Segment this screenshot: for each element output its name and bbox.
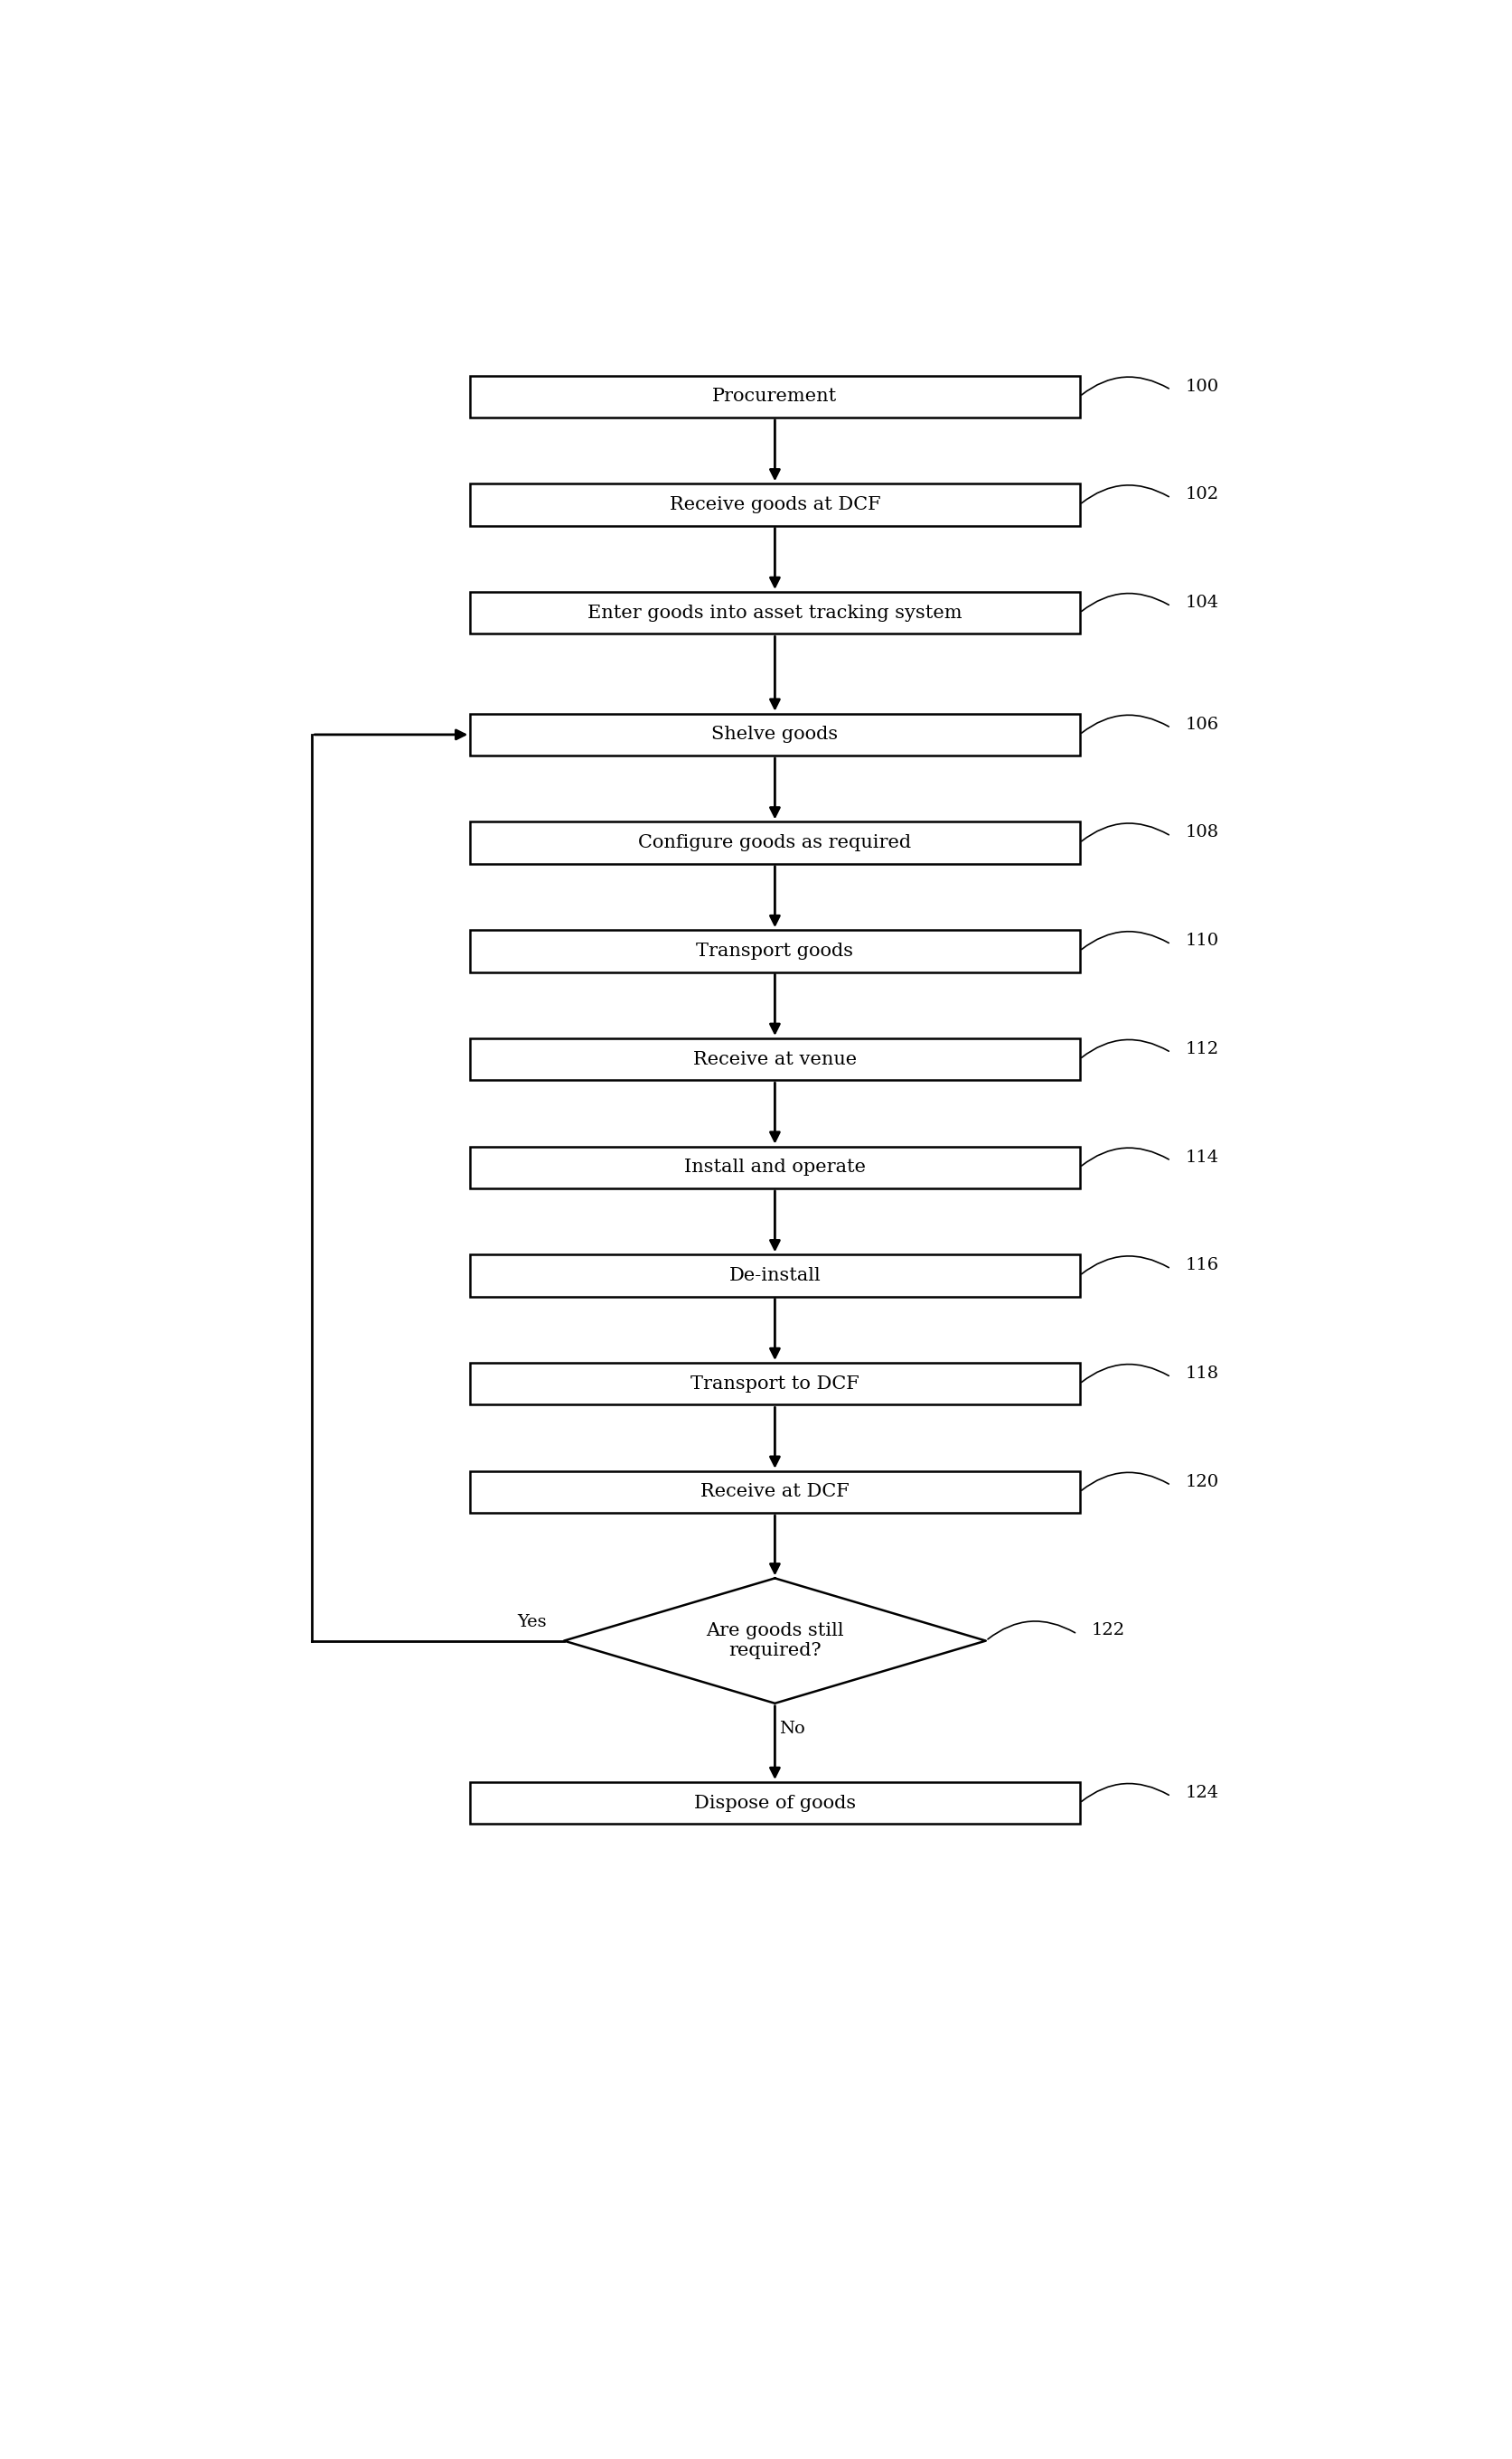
Text: 124: 124 <box>1185 1785 1219 1800</box>
Text: Are goods still
required?: Are goods still required? <box>706 1623 844 1660</box>
Text: Shelve goods: Shelve goods <box>712 725 838 743</box>
Text: 110: 110 <box>1185 932 1219 949</box>
Text: 104: 104 <box>1185 595 1219 610</box>
FancyBboxPatch shape <box>470 821 1080 863</box>
FancyBboxPatch shape <box>470 376 1080 418</box>
FancyBboxPatch shape <box>470 1038 1080 1080</box>
Text: 120: 120 <box>1185 1473 1219 1490</box>
Text: 102: 102 <box>1185 487 1219 502</box>
Text: Receive at venue: Receive at venue <box>692 1050 857 1067</box>
FancyBboxPatch shape <box>470 1783 1080 1825</box>
Text: Receive goods at DCF: Receive goods at DCF <box>670 497 880 514</box>
Text: 106: 106 <box>1185 716 1219 733</box>
FancyBboxPatch shape <box>470 1146 1080 1188</box>
FancyBboxPatch shape <box>470 1254 1080 1296</box>
FancyBboxPatch shape <box>470 1470 1080 1512</box>
Text: Transport goods: Transport goods <box>696 942 854 959</box>
Text: 122: 122 <box>1092 1623 1125 1638</box>
FancyBboxPatch shape <box>470 484 1080 526</box>
FancyBboxPatch shape <box>470 593 1080 634</box>
Text: Receive at DCF: Receive at DCF <box>700 1483 850 1500</box>
Text: Procurement: Procurement <box>712 389 838 406</box>
Text: Yes: Yes <box>517 1613 546 1630</box>
Text: De-install: De-install <box>729 1266 821 1284</box>
Text: 112: 112 <box>1185 1040 1219 1057</box>
Text: 108: 108 <box>1185 824 1219 841</box>
Text: Install and operate: Install and operate <box>683 1158 866 1175</box>
Text: No: No <box>780 1721 806 1736</box>
Polygon shape <box>564 1579 986 1704</box>
Text: 114: 114 <box>1185 1148 1219 1166</box>
Text: 116: 116 <box>1185 1257 1219 1274</box>
Text: Dispose of goods: Dispose of goods <box>694 1795 856 1812</box>
Text: 100: 100 <box>1185 379 1219 393</box>
FancyBboxPatch shape <box>470 713 1080 755</box>
Text: Configure goods as required: Configure goods as required <box>638 834 912 851</box>
Text: Transport to DCF: Transport to DCF <box>691 1375 859 1392</box>
Text: 118: 118 <box>1185 1365 1219 1382</box>
FancyBboxPatch shape <box>470 1362 1080 1404</box>
Text: Enter goods into asset tracking system: Enter goods into asset tracking system <box>588 605 962 622</box>
FancyBboxPatch shape <box>470 930 1080 971</box>
